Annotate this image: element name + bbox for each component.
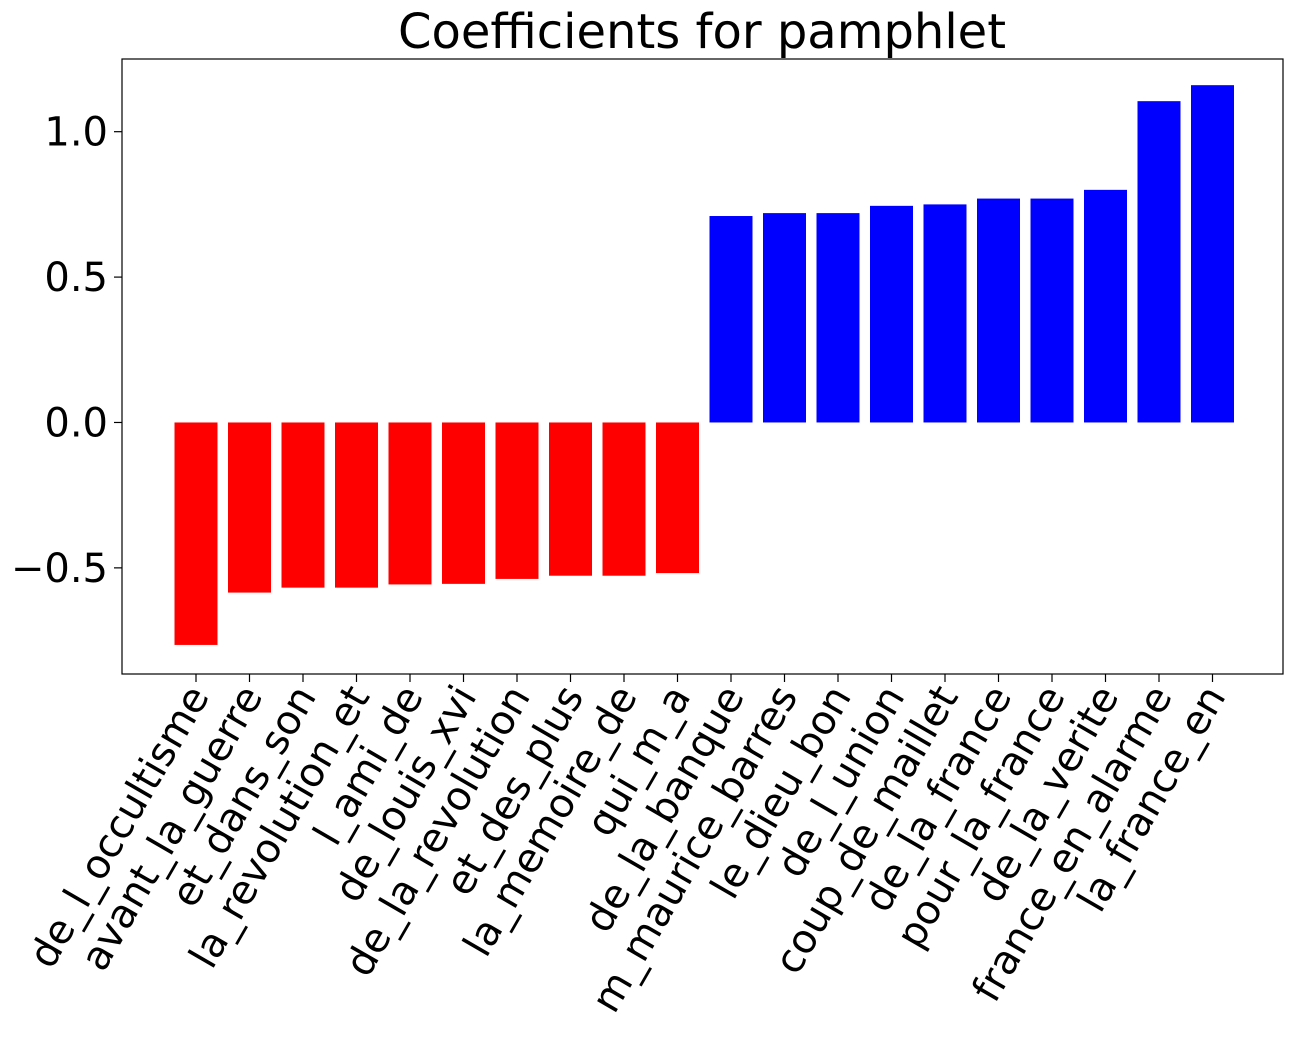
bar-la_revolution_et	[335, 422, 378, 588]
bar-avant_la_guerre	[228, 422, 271, 593]
plot-frame	[121, 58, 1284, 675]
y-tick-label: −0.5	[11, 546, 108, 592]
bar-coup_de_maillet	[923, 204, 967, 423]
bar-le_dieu_bon	[816, 213, 860, 423]
bar-la_memoire_de	[602, 422, 646, 576]
bar-de_louis_xvi	[442, 422, 485, 584]
bar-l_ami_de	[388, 422, 432, 585]
bar-de_la_revolution	[495, 422, 539, 579]
x-axis: de_l_occultismeavant_la_guerreet_dans_so…	[20, 674, 1235, 1020]
bar-france_en_alarme	[1137, 101, 1181, 423]
chart-title: Coefficients for pamphlet	[398, 4, 1006, 60]
bar-m_maurice_barres	[763, 213, 806, 423]
y-tick-label: 0.5	[44, 255, 108, 301]
y-axis: −0.5 0.0 0.5 1.0	[11, 110, 122, 592]
bar-pour_la_france	[1030, 198, 1074, 423]
bar-et_dans_son	[281, 422, 325, 588]
bar-la_france_en	[1191, 85, 1234, 423]
bar-qui_m_a	[656, 422, 699, 574]
bar-de_la_verite	[1084, 189, 1127, 423]
bar-de_la_france	[977, 198, 1020, 423]
bar-de_la_banque	[709, 216, 753, 423]
y-tick-label: 1.0	[44, 110, 108, 156]
y-tick-label: 0.0	[44, 400, 108, 446]
bar-et_des_plus	[549, 422, 592, 576]
bar-de_l_union	[870, 205, 913, 423]
bar-de_l_occultisme	[174, 422, 218, 645]
bars	[174, 85, 1234, 645]
